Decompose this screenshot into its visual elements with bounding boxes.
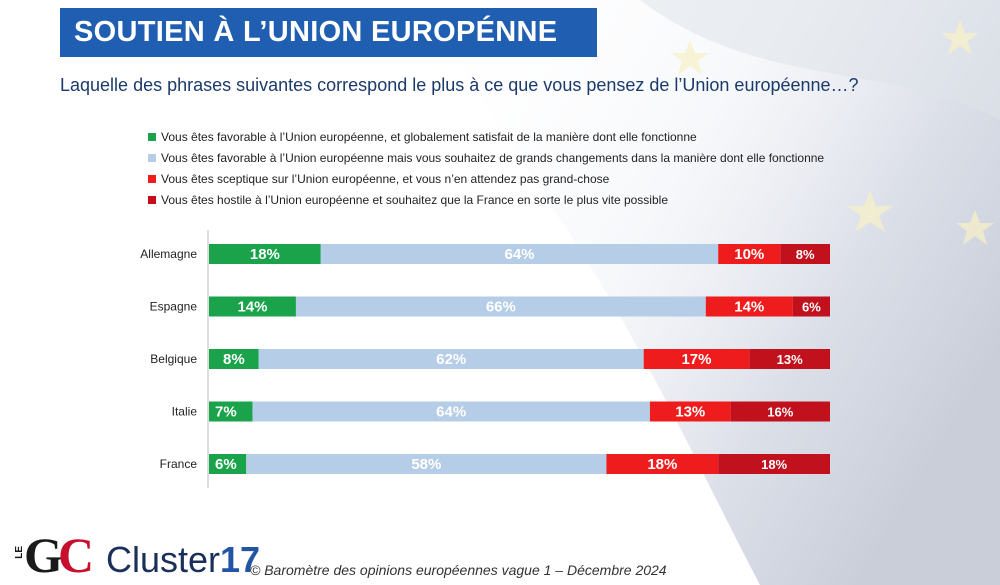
data-label: 17%	[681, 351, 711, 368]
data-label: 64%	[504, 246, 534, 263]
title-banner: SOUTIEN À L’UNION EUROPÉNNE	[60, 8, 597, 57]
bar-segment	[209, 296, 296, 317]
logo-cluster-number: 17	[220, 539, 261, 580]
data-label: 13%	[777, 352, 803, 367]
legend-label: Vous êtes favorable à l’Union européenne…	[161, 129, 697, 144]
bar-segment	[780, 244, 830, 264]
legend-label: Vous êtes sceptique sur l’Union européen…	[161, 171, 610, 186]
data-label: 6%	[215, 456, 237, 473]
category-label: Allemagne	[140, 247, 197, 261]
source-note: © Baromètre des opinions européennes vag…	[250, 562, 667, 578]
bar-segment	[209, 349, 259, 369]
category-label: France	[160, 457, 198, 471]
logo-g: G	[24, 527, 63, 583]
legend-item-sceptique: Vous êtes sceptique sur l’Union européen…	[148, 168, 824, 189]
logo-cluster-text: Cluster	[106, 539, 221, 580]
category-label: Italie	[172, 405, 198, 419]
bar-segment	[320, 244, 719, 264]
bar-segment	[209, 244, 321, 264]
data-label: 18%	[647, 456, 677, 473]
bar-segment	[606, 454, 719, 474]
bar-segment	[252, 401, 650, 422]
legend-swatch	[148, 153, 156, 162]
data-label: 7%	[215, 404, 237, 421]
legend-swatch	[148, 174, 156, 183]
data-label: 64%	[436, 404, 466, 421]
data-label: 14%	[734, 299, 764, 316]
bar-segment	[718, 244, 781, 264]
data-label: 14%	[237, 299, 267, 316]
legend-swatch	[148, 132, 156, 141]
bar-segment	[643, 349, 750, 369]
star-icon	[671, 20, 994, 245]
legend-label: Vous êtes hostile à l’Union européenne e…	[161, 192, 668, 207]
category-label: Belgique	[150, 352, 197, 366]
legend-item-favorable-satisfait: Vous êtes favorable à l’Union européenne…	[148, 126, 824, 147]
bar-segment	[246, 454, 607, 474]
bar-segment	[749, 349, 830, 369]
legend-item-favorable-changements: Vous êtes favorable à l’Union européenne…	[148, 147, 824, 168]
bar-segment	[295, 296, 706, 317]
data-label: 8%	[796, 247, 815, 262]
legend-item-hostile: Vous êtes hostile à l’Union européenne e…	[148, 189, 824, 210]
survey-question: Laquelle des phrases suivantes correspon…	[60, 75, 859, 95]
data-label: 8%	[223, 351, 245, 368]
data-label: 6%	[802, 300, 821, 315]
legend-label: Vous êtes favorable à l’Union européenne…	[161, 150, 825, 165]
bar-segment	[730, 401, 830, 422]
category-label: Espagne	[150, 300, 198, 314]
data-label: 10%	[734, 246, 764, 263]
data-label: 18%	[250, 246, 280, 263]
legend-swatch	[148, 195, 156, 204]
page-title: SOUTIEN À L’UNION EUROPÉNNE	[74, 16, 558, 48]
bar-segment	[258, 349, 644, 369]
bar-segment	[718, 454, 830, 474]
bar-segment	[209, 401, 253, 422]
data-label: 16%	[767, 405, 793, 420]
logo-c: C	[58, 527, 95, 583]
logo-cluster: Cluster17	[106, 540, 260, 580]
data-label: 62%	[436, 351, 466, 368]
bar-segment	[705, 296, 793, 317]
data-label: 58%	[411, 456, 441, 473]
bar-segment	[209, 454, 247, 474]
data-label: 18%	[761, 457, 787, 472]
bar-segment	[649, 401, 731, 422]
data-label: 66%	[486, 299, 516, 316]
bar-segment	[792, 296, 830, 317]
chart-legend: Vous êtes favorable à l’Union européenne…	[148, 126, 824, 210]
data-label: 13%	[675, 404, 705, 421]
